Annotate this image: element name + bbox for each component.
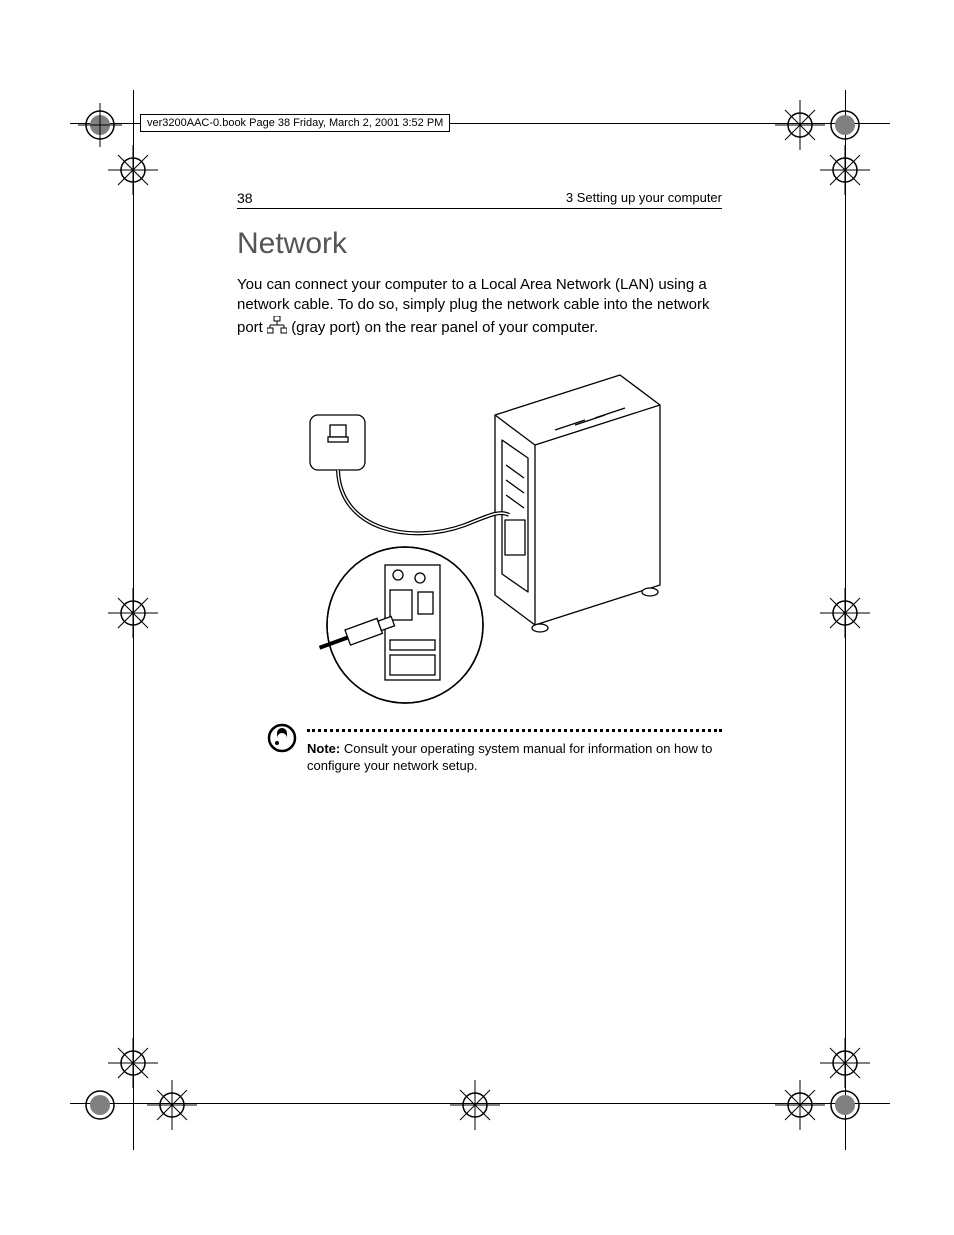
registration-mark-icon [815,1075,875,1135]
note-icon [267,723,297,758]
note-body: Consult your operating system manual for… [307,741,712,774]
chapter-title: 3 Setting up your computer [566,190,722,205]
registration-mark-icon [445,1075,505,1135]
registration-mark-icon [142,1075,202,1135]
content-column: 38 3 Setting up your computer Network Yo… [237,190,722,775]
page-number: 38 [237,190,253,206]
registration-mark-icon [70,1075,130,1135]
network-port-icon [267,316,287,340]
page-header: 38 3 Setting up your computer [237,190,722,209]
note-text: Note: Consult your operating system manu… [307,740,722,775]
registration-mark-icon [103,583,163,643]
registration-mark-icon [815,140,875,200]
section-heading: Network [237,227,722,261]
registration-mark-icon [815,583,875,643]
note-divider [307,729,722,732]
paragraph-text-2: (gray port) on the rear panel of your co… [291,319,598,336]
body-paragraph: You can connect your computer to a Local… [237,275,722,340]
note-block: Note: Consult your operating system manu… [237,729,722,775]
network-connection-figure [290,370,670,705]
registration-mark-icon [103,140,163,200]
document-page: ver3200AAC-0.book Page 38 Friday, March … [0,0,954,1235]
note-label: Note: [307,741,340,756]
crop-header-text: ver3200AAC-0.book Page 38 Friday, March … [140,114,450,132]
